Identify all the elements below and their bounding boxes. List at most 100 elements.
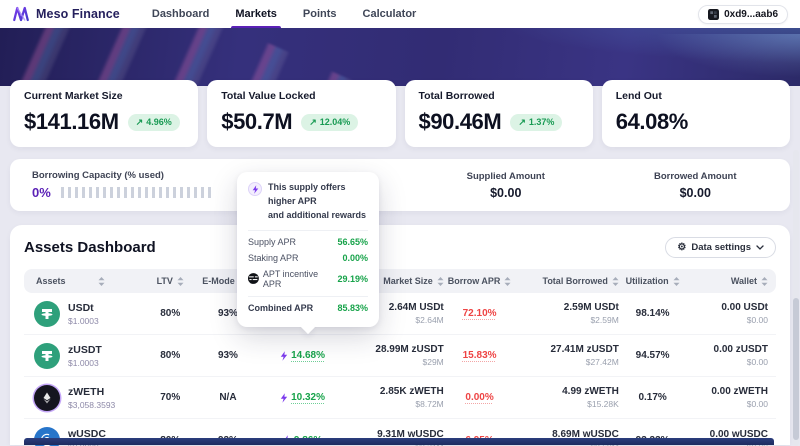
data-settings-button[interactable]: ⚙ Data settings: [665, 237, 776, 258]
stat-card-total-borrowed: Total Borrowed $90.46M ↗ 1.37%: [404, 80, 593, 147]
table-row-zusdt[interactable]: zUSDT $1.0003 80% 93% 14.68% 28.99M zUSDT…: [24, 335, 776, 377]
gear-icon: ⚙: [677, 242, 687, 253]
tooltip-row-supply-apr: Supply APR 56.65%: [248, 236, 368, 247]
table-row-usdt[interactable]: USDt$1.0003 80% 93% 85.83% 2.64M USDt$2.…: [24, 293, 776, 335]
wallet-balance-cell: 0.00 zUSDT $0.00: [713, 344, 768, 367]
column-header-market-size[interactable]: Market Size: [344, 276, 444, 286]
market-size-cell: 28.99M zUSDT $29M: [375, 344, 444, 367]
wallet-address-button[interactable]: 0xd9...aab6: [698, 4, 788, 24]
ltv-value: 70%: [160, 392, 181, 403]
emode-ltv-value: 93%: [217, 350, 238, 361]
usdt-coin-icon: [34, 300, 60, 327]
column-header-assets[interactable]: Assets: [26, 276, 145, 286]
data-settings-label: Data settings: [691, 242, 751, 253]
nav-item-markets[interactable]: Markets: [231, 0, 281, 28]
borrow-apr-value[interactable]: 15.83%: [462, 350, 497, 361]
borrowed-amount-value: $0.00: [679, 185, 711, 200]
trend-up-icon: ↗: [309, 116, 317, 127]
column-header-emode-ltv[interactable]: E-Mode LTV: [202, 276, 254, 286]
supplied-amount: Supplied Amount $0.00: [411, 171, 601, 200]
total-borrowed-cell: 27.41M zUSDT $27.42M: [550, 344, 619, 367]
divider: [248, 229, 368, 231]
scrollbar[interactable]: [793, 150, 799, 446]
supply-apr-tooltip: This supply offers higher APR and additio…: [237, 172, 379, 327]
tooltip-row-staking-apr: Staking APR 0.00%: [248, 252, 368, 263]
nav-item-points[interactable]: Points: [302, 8, 337, 20]
borrowed-amount-label: Borrowed Amount: [653, 170, 737, 182]
zusdt-coin-icon: [34, 342, 60, 369]
supplied-amount-label: Supplied Amount: [466, 170, 545, 182]
column-header-borrow-apr[interactable]: Borrow APR: [444, 276, 516, 286]
supplied-amount-value: $0.00: [490, 185, 522, 200]
zweth-coin-icon: [34, 384, 60, 411]
divider: [248, 295, 368, 297]
borrowing-capacity: Borrowing Capacity (% used) 0%: [10, 170, 222, 200]
nav-item-calculator[interactable]: Calculator: [362, 8, 417, 20]
sort-icon: [437, 276, 444, 286]
stat-value: $141.16M: [24, 109, 119, 134]
stat-label: Current Market Size: [24, 90, 123, 102]
brand-name: Meso Finance: [36, 7, 120, 21]
brand[interactable]: Meso Finance: [12, 6, 120, 22]
next-row-partial: [24, 438, 774, 445]
supply-apr-value[interactable]: 14.68%: [280, 350, 325, 361]
column-header-total-borrowed[interactable]: Total Borrowed: [515, 276, 619, 286]
hero-banner: [0, 28, 800, 86]
column-header-utilization[interactable]: Utilization: [619, 276, 687, 286]
stat-label: Total Value Locked: [221, 90, 316, 102]
tooltip-row-apt-incentive: APT incentive APR 29.19%: [248, 269, 368, 289]
ltv-value: 80%: [160, 308, 181, 319]
total-borrowed-cell: 2.59M USDt $2.59M: [563, 302, 619, 325]
borrow-apr-value[interactable]: 72.10%: [462, 308, 497, 319]
stat-card-tvl: Total Value Locked $50.7M ↗ 12.04%: [207, 80, 396, 147]
scrollbar-thumb[interactable]: [793, 298, 799, 441]
wallet-address: 0xd9...aab6: [724, 8, 778, 20]
stat-label: Total Borrowed: [418, 90, 495, 102]
stat-value: 64.08%: [615, 109, 689, 134]
utilization-value: 0.17%: [638, 392, 667, 403]
column-header-ltv[interactable]: LTV: [145, 276, 195, 286]
sort-icon: [761, 276, 768, 286]
tooltip-message: This supply offers higher APR and additio…: [268, 182, 367, 220]
aptos-icon: [248, 273, 259, 285]
nav-items: Dashboard Markets Points Calculator: [152, 0, 416, 28]
change-badge: ↗ 1.37%: [510, 113, 563, 131]
sort-icon: [673, 276, 680, 286]
supply-apr-value[interactable]: 10.32%: [280, 392, 325, 403]
table-row-zweth[interactable]: zWETH $3,058.3593 70% N/A 10.32% 2.85K zW…: [24, 377, 776, 419]
chevron-down-icon: [756, 245, 764, 250]
sort-icon: [612, 276, 619, 286]
borrowing-capacity-value: 0%: [32, 185, 51, 200]
ltv-value: 80%: [160, 350, 181, 361]
stat-label: Lend Out: [615, 90, 662, 102]
emode-ltv-value: N/A: [219, 392, 237, 403]
total-borrowed-cell: 4.99 zWETH $15.28K: [562, 386, 619, 409]
market-size-cell: 2.64M USDt $2.64M: [388, 302, 444, 325]
banner-wave-decoration: [500, 34, 800, 86]
sort-icon: [98, 276, 105, 286]
assets-dashboard-title: Assets Dashboard: [24, 239, 156, 256]
top-nav: Meso Finance Dashboard Markets Points Ca…: [0, 0, 800, 28]
stat-card-market-size: Current Market Size $141.16M ↗ 4.96%: [10, 80, 199, 147]
banner-streaks-decoration: [0, 28, 375, 86]
bolt-icon: [280, 350, 288, 361]
stats-row: Current Market Size $141.16M ↗ 4.96% Tota…: [10, 80, 790, 147]
trend-up-icon: ↗: [135, 116, 144, 127]
borrowed-amount: Borrowed Amount $0.00: [601, 171, 791, 200]
tooltip-row-combined-apr: Combined APR 85.83%: [248, 302, 368, 313]
stat-value: $50.7M: [221, 109, 293, 134]
trend-up-icon: ↗: [518, 116, 526, 127]
account-summary-card: Borrowing Capacity (% used) 0% Risk Fact…: [10, 159, 790, 211]
sort-icon: [504, 276, 511, 286]
stat-card-lend-out: Lend Out 64.08%: [601, 80, 790, 147]
wallet-balance-cell: 0.00 USDt $0.00: [721, 302, 768, 325]
nav-item-dashboard[interactable]: Dashboard: [151, 8, 210, 20]
borrow-apr-value[interactable]: 0.00%: [465, 392, 494, 403]
wallet-balance-cell: 0.00 zWETH $0.00: [711, 386, 768, 409]
bolt-icon: [280, 392, 288, 403]
column-header-wallet[interactable]: Wallet: [686, 276, 774, 286]
stat-value: $90.46M: [418, 109, 502, 134]
utilization-value: 98.14%: [635, 308, 670, 319]
utilization-value: 94.57%: [635, 350, 670, 361]
emode-ltv-value: 93%: [217, 308, 238, 319]
